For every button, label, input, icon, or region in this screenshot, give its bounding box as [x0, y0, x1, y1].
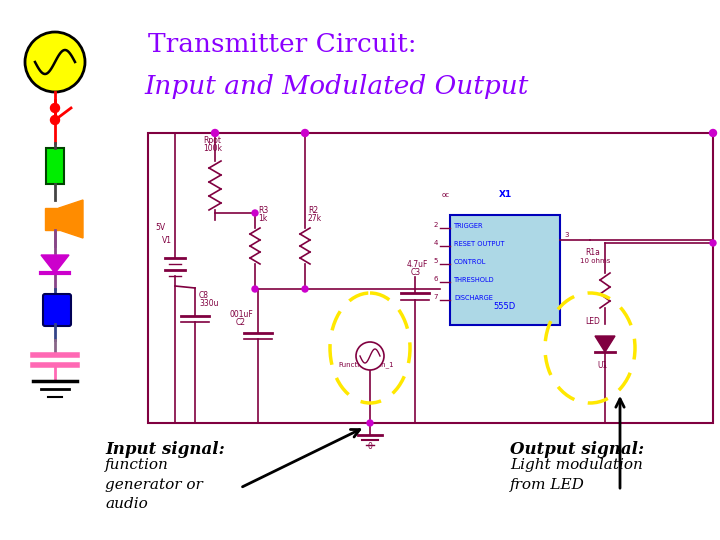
Text: TRIGGER: TRIGGER: [454, 223, 484, 229]
Text: 7: 7: [433, 294, 438, 300]
Polygon shape: [41, 255, 69, 273]
Text: function
generator or
audio: function generator or audio: [105, 458, 203, 511]
Text: 0: 0: [367, 442, 372, 451]
Text: 6: 6: [433, 276, 438, 282]
Text: LED: LED: [585, 317, 600, 326]
Text: RESET OUTPUT: RESET OUTPUT: [454, 241, 505, 247]
Circle shape: [50, 104, 60, 112]
Text: 001uF: 001uF: [230, 310, 253, 319]
Text: X1: X1: [498, 190, 512, 199]
Text: Output signal:: Output signal:: [510, 441, 644, 458]
Text: Rpot: Rpot: [203, 136, 221, 145]
Text: 27k: 27k: [308, 214, 322, 223]
Text: 5: 5: [433, 258, 438, 264]
Text: 2: 2: [433, 222, 438, 228]
Text: oc: oc: [442, 192, 450, 198]
Circle shape: [212, 130, 218, 137]
Circle shape: [25, 32, 85, 92]
Polygon shape: [595, 336, 615, 352]
Bar: [45, 208, 59, 230]
Text: R2: R2: [308, 206, 318, 215]
Text: Transmitter Circuit:: Transmitter Circuit:: [148, 32, 417, 57]
Text: U1: U1: [597, 361, 607, 370]
Text: 3: 3: [564, 232, 569, 238]
FancyBboxPatch shape: [43, 294, 71, 326]
Text: DISCHARGE: DISCHARGE: [454, 295, 493, 301]
Text: 4.7uF: 4.7uF: [407, 260, 428, 269]
Text: CONTROL: CONTROL: [454, 259, 487, 265]
Text: Light modulation
from LED: Light modulation from LED: [510, 458, 643, 491]
Text: 100k: 100k: [203, 144, 222, 153]
Circle shape: [252, 286, 258, 292]
Circle shape: [367, 420, 373, 426]
Text: 5V: 5V: [155, 223, 165, 232]
Text: C8: C8: [199, 291, 209, 300]
Bar: [148, 133, 713, 423]
Circle shape: [709, 130, 716, 137]
Text: Function_Gen_1: Function_Gen_1: [338, 361, 394, 368]
Text: C3: C3: [411, 268, 421, 277]
Text: 4: 4: [433, 240, 438, 246]
Text: Input and Modulated Output: Input and Modulated Output: [144, 74, 528, 99]
Text: Input signal:: Input signal:: [105, 441, 225, 458]
Text: V1: V1: [162, 236, 172, 245]
Text: 555D: 555D: [494, 302, 516, 311]
Circle shape: [356, 342, 384, 370]
Text: 330u: 330u: [199, 299, 218, 308]
Bar: [450, 215, 560, 325]
Circle shape: [252, 210, 258, 216]
Circle shape: [302, 130, 308, 137]
Text: C2: C2: [236, 318, 246, 327]
Text: 1k: 1k: [258, 214, 267, 223]
Text: R3: R3: [258, 206, 269, 215]
Text: THRESHOLD: THRESHOLD: [454, 277, 495, 283]
Circle shape: [50, 116, 60, 125]
Bar: [46, 148, 64, 184]
Circle shape: [710, 240, 716, 246]
Text: R1a: R1a: [585, 248, 600, 257]
Polygon shape: [59, 200, 83, 238]
Text: 10 ohms: 10 ohms: [580, 258, 611, 264]
Circle shape: [302, 286, 308, 292]
